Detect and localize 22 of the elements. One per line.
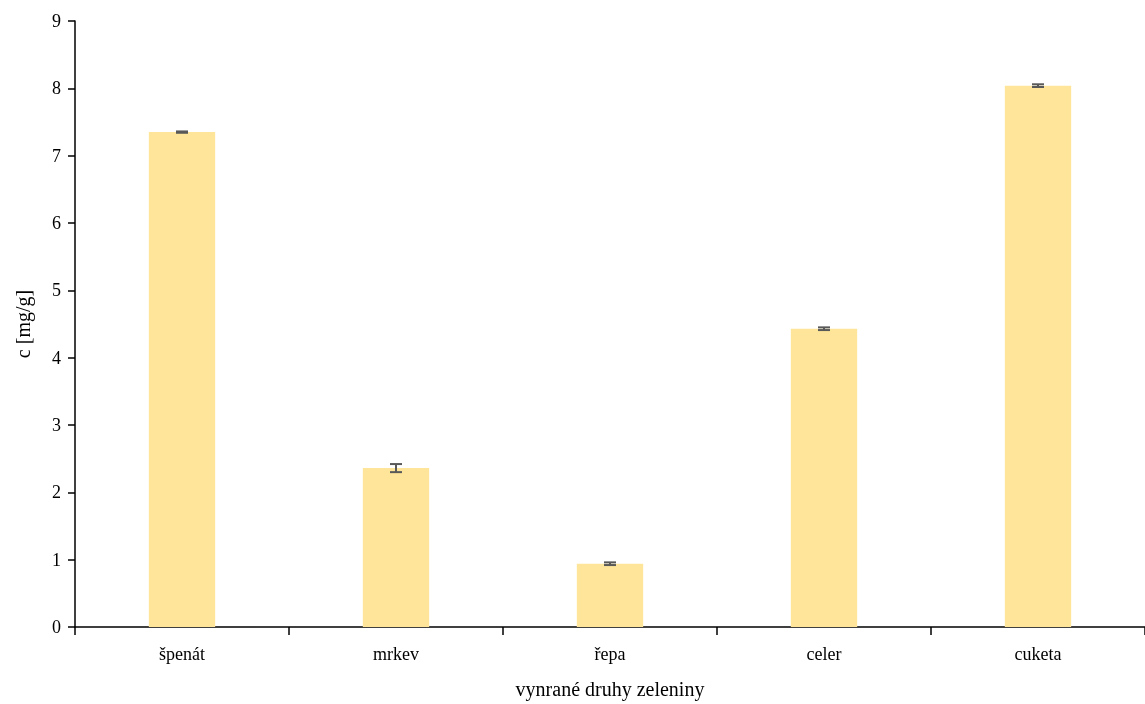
bar [1004,85,1072,627]
y-tick-label: 5 [52,280,61,301]
y-tick-label: 9 [52,11,61,31]
bar [362,468,430,627]
y-tick-label: 6 [52,213,61,233]
x-axis-title: vynrané druhy zeleniny [515,678,705,701]
x-tick-label: mrkev [373,644,419,664]
y-tick-label: 8 [52,78,61,99]
y-tick-label: 0 [52,617,61,637]
x-tick-label: řepa [594,644,626,664]
y-tick-label: 3 [52,415,61,435]
x-tick-label: celer [806,644,842,664]
x-tick-label: cuketa [1014,644,1062,664]
y-tick-label: 2 [52,482,61,503]
bar [148,132,216,627]
y-tick-label: 1 [52,549,61,570]
bar [790,328,858,627]
y-tick-label: 4 [52,347,61,368]
y-axis-title: c [mg/g] [12,289,35,359]
x-tick-label: špenát [159,644,205,664]
bar [576,563,644,627]
y-tick-label: 7 [52,145,61,166]
